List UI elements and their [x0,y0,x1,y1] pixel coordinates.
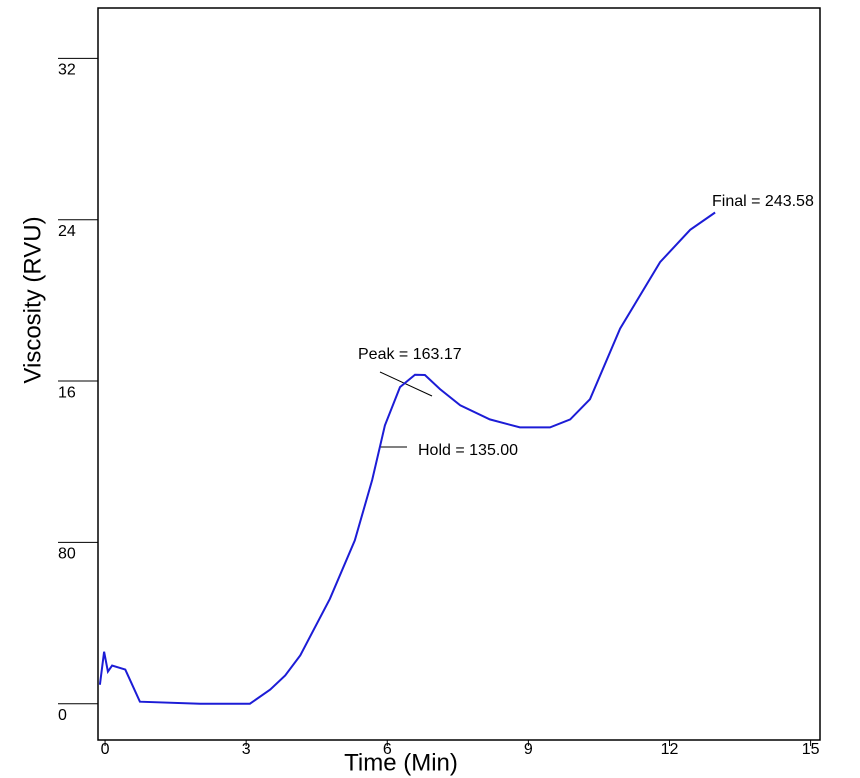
x-tick-label: 12 [661,741,679,758]
y-axis-title: Viscosity (RVU) [19,216,46,383]
y-tick-label: 0 [58,707,67,724]
y-tick-label: 32 [58,62,76,79]
x-tick-label: 0 [101,741,110,758]
annotation: Hold = 135.00 [418,442,518,459]
viscosity-line [98,211,716,705]
y-tick-label: 80 [58,546,76,563]
y-tick-label: 16 [58,384,76,401]
annotation: Final = 243.58 [712,193,814,210]
plot-frame [97,7,821,741]
x-tick-label: 6 [383,741,392,758]
annotation: Peak = 163.17 [358,346,462,363]
peak-leader [379,371,433,397]
x-tick-label: 3 [242,741,251,758]
x-tick-label: 9 [524,741,533,758]
x-tick-label: 15 [802,741,820,758]
y-tick-label: 24 [58,223,76,240]
x-axis-title: Time (Min) [344,749,458,776]
